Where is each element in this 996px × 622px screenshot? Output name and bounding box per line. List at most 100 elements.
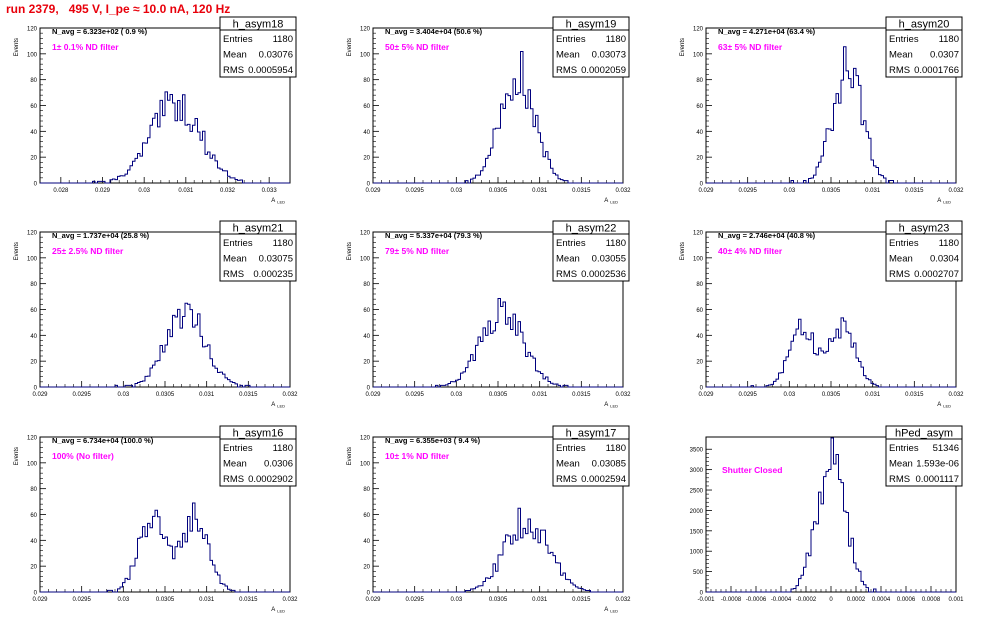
x-tick-label: -0.0004 xyxy=(771,597,792,603)
y-tick-label: 120 xyxy=(693,27,704,33)
stats-label: Entries xyxy=(556,238,586,249)
stats-box-frame xyxy=(552,16,630,78)
x-axis-label: A LED xyxy=(271,607,285,614)
stats-label: RMS xyxy=(223,474,244,485)
x-tick-label: 0.032 xyxy=(282,597,298,603)
x-tick-label: 0.031 xyxy=(199,597,215,603)
stats-title: h_asym16 xyxy=(233,428,284,440)
y-tick-label: 120 xyxy=(360,436,371,442)
stats-label: RMS xyxy=(223,65,244,76)
y-tick-label: 60 xyxy=(696,308,703,314)
x-tick-label: 0.029 xyxy=(32,392,48,398)
y-tick-label: 0 xyxy=(34,386,38,392)
y-tick-label: 20 xyxy=(363,360,370,366)
stats-label: Entries xyxy=(223,443,253,454)
y-tick-label: 80 xyxy=(30,78,37,84)
y-tick-label: 20 xyxy=(30,565,37,571)
x-tick-label: 0.0315 xyxy=(905,188,924,194)
stats-value: 1180 xyxy=(606,238,626,249)
stats-value: 1180 xyxy=(273,238,293,249)
navg-label: N_avg = 6.323e+02 ( 0.9 %) xyxy=(52,27,148,36)
y-tick-label: 100 xyxy=(360,461,371,467)
histogram-line xyxy=(373,298,623,388)
stats-value: 0.0002059 xyxy=(581,65,626,76)
x-tick-label: 0.033 xyxy=(262,188,278,194)
y-tick-label: 0 xyxy=(700,386,704,392)
y-tick-label: 60 xyxy=(30,104,37,110)
stats-label: Entries xyxy=(889,34,919,45)
y-tick-label: 80 xyxy=(363,78,370,84)
y-tick-label: 60 xyxy=(30,513,37,519)
x-tick-label: 0.0305 xyxy=(489,597,508,603)
y-tick-label: 2000 xyxy=(690,509,704,515)
x-tick-label: 0.032 xyxy=(615,392,631,398)
stats-label: Mean xyxy=(556,459,580,470)
stats-label: RMS xyxy=(889,65,910,76)
navg-label: N_avg = 6.355e+03 ( 9.4 %) xyxy=(385,436,481,445)
filter-label: 63± 5% ND filter xyxy=(718,42,783,52)
stats-box: h_asym21 Entries 1180 Mean 0.03075 RMS 0.00023… xyxy=(219,220,297,282)
stats-value: 0.03073 xyxy=(592,50,626,61)
y-tick-label: 120 xyxy=(27,436,38,442)
histogram-line xyxy=(40,91,290,184)
x-tick-label: 0.0006 xyxy=(897,597,916,603)
y-tick-label: 20 xyxy=(30,360,37,366)
x-tick-label: 0.0305 xyxy=(489,188,508,194)
histogram-h_asym19: 0 20 40 60 80 100 120 0.029 0.0295 0.03 0.0305 0.03… xyxy=(347,16,631,205)
histogram-line xyxy=(40,302,290,388)
stats-value: 0.03076 xyxy=(259,50,293,61)
y-tick-label: 100 xyxy=(693,52,704,58)
stats-value: 0.03075 xyxy=(259,254,293,265)
histogram-line xyxy=(373,51,623,184)
x-tick-label: 0.0295 xyxy=(72,597,91,603)
filter-label: 25± 2.5% ND filter xyxy=(52,246,124,256)
stats-label: RMS xyxy=(889,269,910,280)
y-tick-label: 0 xyxy=(34,591,38,597)
x-tick-label: 0.03 xyxy=(450,392,462,398)
filter-label: Shutter Closed xyxy=(722,465,782,475)
y-axis-label: Events xyxy=(347,447,353,465)
y-tick-label: 40 xyxy=(30,539,37,545)
y-tick-label: 1500 xyxy=(690,529,704,535)
y-tick-label: 1000 xyxy=(690,550,704,556)
x-tick-label: 0.031 xyxy=(865,392,881,398)
run-title: run 2379, 495 V, I_pe ≈ 10.0 nA, 120 Hz xyxy=(6,2,231,16)
x-tick-label: 0.031 xyxy=(865,188,881,194)
x-tick-label: 0.0008 xyxy=(922,597,941,603)
stats-box-frame xyxy=(219,425,297,487)
stats-label: Entries xyxy=(556,34,586,45)
x-tick-label: -0.0008 xyxy=(721,597,742,603)
x-axis-label: A LED xyxy=(271,198,285,205)
y-axis-label: Events xyxy=(14,447,20,465)
stats-label: RMS xyxy=(556,474,577,485)
x-tick-label: 0.0305 xyxy=(156,392,175,398)
x-tick-label: 0.0295 xyxy=(405,188,424,194)
stats-title: h_asym17 xyxy=(566,428,617,440)
stats-label: Mean xyxy=(889,50,913,61)
x-tick-label: -0.0002 xyxy=(796,597,817,603)
x-tick-label: 0.032 xyxy=(282,392,298,398)
x-tick-label: 0.031 xyxy=(199,392,215,398)
stats-label: RMS xyxy=(556,65,577,76)
histogram-line xyxy=(40,502,290,593)
stats-value: 0.0002707 xyxy=(914,269,959,280)
x-tick-label: 0.03 xyxy=(138,188,150,194)
x-axis-label: A LED xyxy=(937,198,951,205)
y-tick-label: 60 xyxy=(363,308,370,314)
y-axis-label: Events xyxy=(14,242,20,260)
x-tick-label: 0.0305 xyxy=(822,188,841,194)
y-tick-label: 20 xyxy=(696,156,703,162)
stats-box: h_asym18 Entries 1180 Mean 0.03076 RMS 0.00059… xyxy=(219,16,297,78)
stats-label: Entries xyxy=(223,34,253,45)
x-tick-label: 0.03 xyxy=(117,597,129,603)
navg-label: N_avg = 5.337e+04 (79.3 %) xyxy=(385,231,483,240)
x-tick-label: 0.0305 xyxy=(489,392,508,398)
stats-value: 0.0002536 xyxy=(581,269,626,280)
histogram-line xyxy=(373,507,623,593)
histogram-h_asym18: 0 20 40 60 80 100 120 0.028 0.029 0.03 0.031 0.032 0… xyxy=(14,16,297,205)
stats-value: 1180 xyxy=(606,443,626,454)
x-tick-label: 0.029 xyxy=(365,392,381,398)
y-axis-label: Events xyxy=(347,38,353,56)
histogram-h_asym23: 0 20 40 60 80 100 120 0.029 0.0295 0.03 0.0305 0.03… xyxy=(680,220,964,409)
filter-label: 10± 1% ND filter xyxy=(385,451,450,461)
